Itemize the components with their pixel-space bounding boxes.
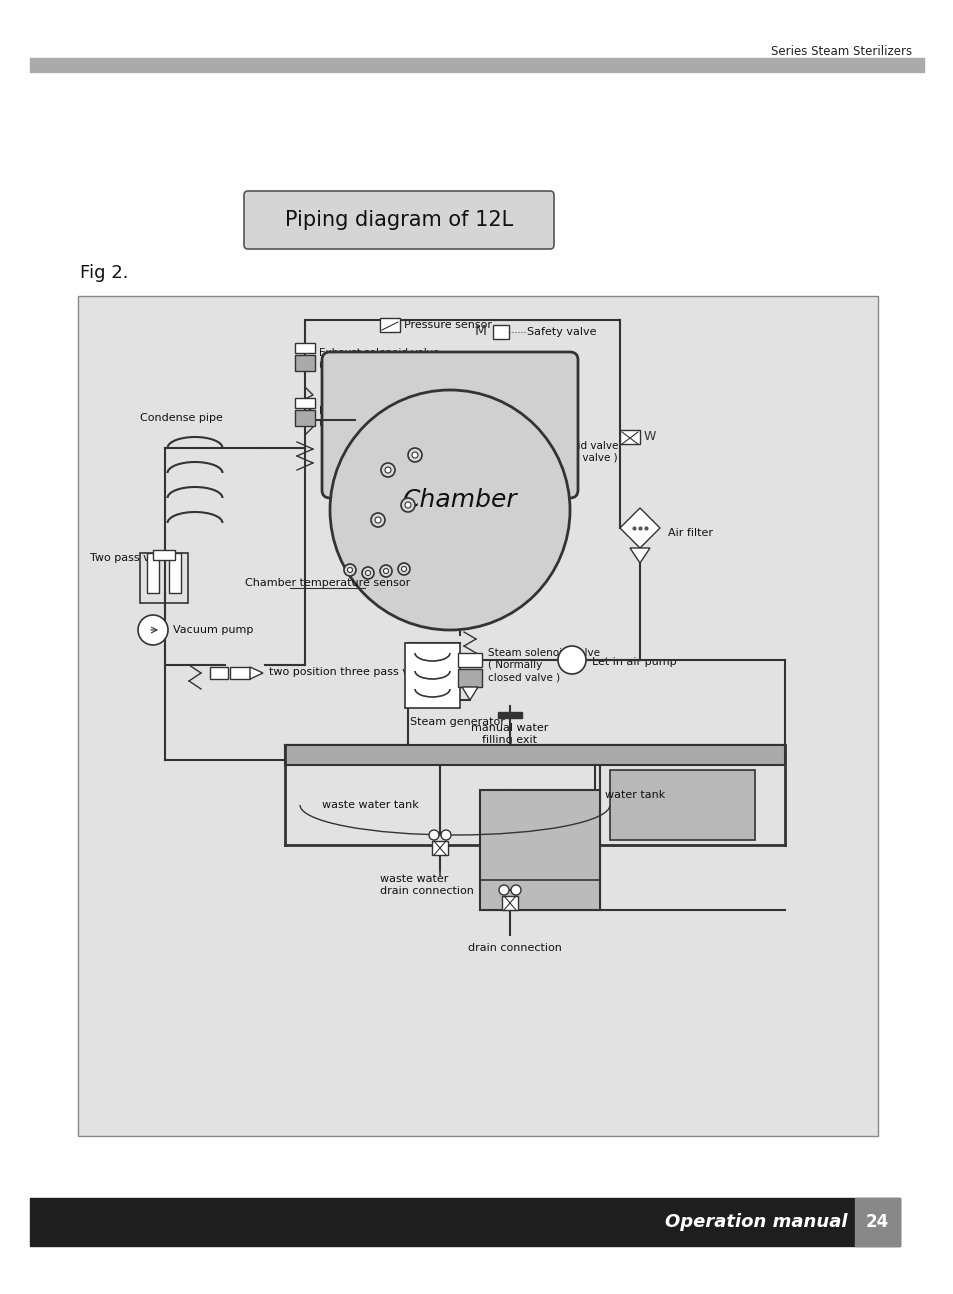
Text: waste water tank: waste water tank — [321, 800, 418, 810]
Circle shape — [385, 467, 391, 474]
Text: manual water
filling exit: manual water filling exit — [471, 723, 548, 745]
Polygon shape — [250, 666, 263, 679]
Text: M: M — [475, 324, 486, 338]
FancyBboxPatch shape — [322, 352, 578, 498]
Circle shape — [365, 571, 370, 576]
Bar — [30, 58, 923, 72]
Bar — [152, 550, 174, 560]
Text: Safety valve: Safety valve — [526, 327, 596, 336]
Bar — [619, 430, 639, 444]
Circle shape — [330, 389, 569, 630]
Text: drain connection: drain connection — [468, 943, 561, 952]
Circle shape — [383, 568, 388, 573]
Text: W: W — [643, 431, 656, 444]
Text: water tank: water tank — [604, 791, 664, 800]
Text: waste water
drain connection: waste water drain connection — [379, 875, 474, 895]
Bar — [497, 712, 521, 718]
Bar — [169, 553, 181, 593]
Circle shape — [361, 567, 374, 578]
Text: Let in air pump: Let in air pump — [592, 657, 676, 666]
Circle shape — [408, 448, 421, 462]
Circle shape — [412, 452, 417, 458]
Bar — [294, 355, 314, 371]
Bar — [457, 669, 481, 687]
Circle shape — [558, 646, 585, 674]
Bar — [609, 770, 754, 840]
Circle shape — [405, 502, 411, 509]
Bar — [493, 325, 509, 339]
Circle shape — [371, 512, 385, 527]
Text: Exhaust solenoid valve
( Normally open valve ): Exhaust solenoid valve ( Normally open v… — [318, 348, 440, 370]
Text: 24: 24 — [864, 1212, 887, 1231]
Circle shape — [440, 829, 451, 840]
Text: Chamber temperature sensor: Chamber temperature sensor — [245, 578, 410, 587]
Text: two position three pass valve: two position three pass valve — [269, 666, 432, 677]
Bar — [78, 296, 877, 1136]
Bar — [854, 1198, 899, 1246]
Bar — [457, 653, 481, 666]
Bar — [501, 895, 517, 910]
Bar — [405, 643, 459, 708]
Bar — [432, 841, 448, 855]
Bar — [230, 666, 250, 679]
Bar — [285, 745, 784, 765]
Text: Draning water solenoid valve
( Normally open valve ): Draning water solenoid valve ( Normally … — [318, 406, 472, 428]
Bar — [140, 553, 188, 603]
Polygon shape — [619, 509, 659, 547]
Text: Operation manual: Operation manual — [665, 1212, 847, 1231]
Polygon shape — [461, 687, 477, 700]
Polygon shape — [629, 547, 649, 563]
Circle shape — [400, 498, 415, 512]
Bar — [294, 343, 314, 353]
Text: Chamber: Chamber — [402, 488, 517, 512]
Text: Air filter: Air filter — [667, 528, 712, 538]
Circle shape — [138, 615, 168, 644]
Circle shape — [401, 567, 406, 572]
Text: Two pass valve: Two pass valve — [90, 553, 173, 563]
Circle shape — [498, 885, 509, 895]
Text: Vacuum pump: Vacuum pump — [172, 625, 253, 635]
Bar — [379, 318, 399, 333]
Text: Let in air solenoid valve
( Normally closed valve ): Let in air solenoid valve ( Normally clo… — [488, 441, 618, 463]
Text: Piping diagram of 12L: Piping diagram of 12L — [285, 210, 513, 230]
Text: Steam solenoid valve
( Normally
closed valve ): Steam solenoid valve ( Normally closed v… — [488, 647, 599, 682]
Circle shape — [397, 563, 410, 575]
Circle shape — [347, 568, 352, 572]
Circle shape — [429, 829, 438, 840]
Circle shape — [511, 885, 520, 895]
Circle shape — [379, 565, 392, 577]
Bar — [30, 1198, 899, 1246]
FancyBboxPatch shape — [244, 192, 554, 248]
Text: Steam generator: Steam generator — [410, 717, 504, 727]
Text: Series Steam Sterilizers: Series Steam Sterilizers — [770, 45, 911, 58]
Bar — [210, 666, 228, 679]
Bar — [479, 791, 599, 910]
Circle shape — [375, 518, 380, 523]
Bar — [294, 399, 314, 408]
Circle shape — [380, 463, 395, 477]
Text: Condense pipe: Condense pipe — [140, 413, 223, 423]
Bar — [147, 553, 159, 593]
Text: Pressure sensor: Pressure sensor — [403, 320, 492, 330]
Circle shape — [344, 564, 355, 576]
Bar — [294, 410, 314, 426]
Text: Fig 2.: Fig 2. — [80, 264, 129, 282]
